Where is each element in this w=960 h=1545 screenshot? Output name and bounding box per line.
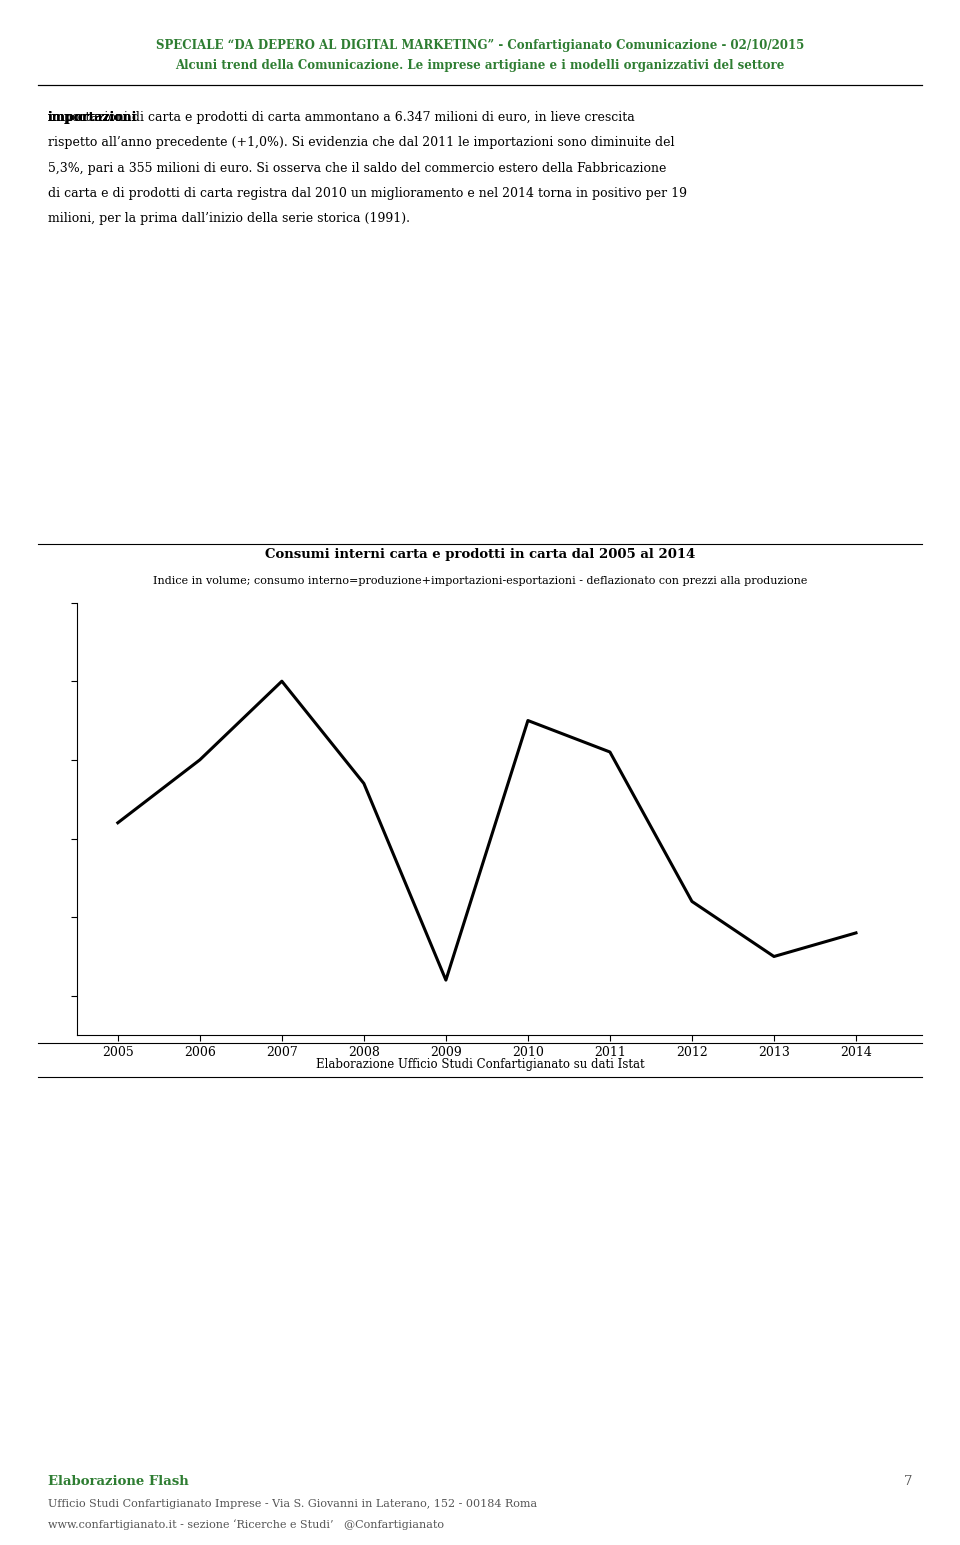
Text: 7: 7 [903,1475,912,1488]
Text: di carta e di prodotti di carta registra dal 2010 un miglioramento e nel 2014 to: di carta e di prodotti di carta registra… [48,187,687,199]
Text: Indice in volume; consumo interno=produzione+importazioni-esportazioni - deflazi: Indice in volume; consumo interno=produz… [153,576,807,586]
Text: 5,3%, pari a 355 milioni di euro. Si osserva che il saldo del commercio estero d: 5,3%, pari a 355 milioni di euro. Si oss… [48,162,666,175]
Text: Elaborazione Flash: Elaborazione Flash [48,1475,189,1488]
Text: importazioni: importazioni [48,111,137,124]
Text: Alcuni trend della Comunicazione. Le imprese artigiane e i modelli organizzativi: Alcuni trend della Comunicazione. Le imp… [176,59,784,71]
Text: milioni, per la prima dall’inizio della serie storica (1991).: milioni, per la prima dall’inizio della … [48,212,410,226]
Text: importazioni di carta e prodotti di carta ammontano a 6.347 milioni di euro, in : importazioni di carta e prodotti di cart… [48,111,635,124]
Text: SPECIALE “DA DEPERO AL DIGITAL MARKETING” - Confartigianato Comunicazione - 02/1: SPECIALE “DA DEPERO AL DIGITAL MARKETING… [156,39,804,51]
Text: Consumi interni carta e prodotti in carta dal 2005 al 2014: Consumi interni carta e prodotti in cart… [265,548,695,561]
Text: www.confartigianato.it - sezione ‘Ricerche e Studi’   @Confartigianato: www.confartigianato.it - sezione ‘Ricerc… [48,1519,444,1530]
Text: importazioni: importazioni [48,111,137,124]
Text: rispetto all’anno precedente (+1,0%). Si evidenzia che dal 2011 le importazioni : rispetto all’anno precedente (+1,0%). Si… [48,136,675,150]
Text: Elaborazione Ufficio Studi Confartigianato su dati Istat: Elaborazione Ufficio Studi Confartigiana… [316,1058,644,1071]
Text: Ufficio Studi Confartigianato Imprese - Via S. Giovanni in Laterano, 152 - 00184: Ufficio Studi Confartigianato Imprese - … [48,1499,538,1508]
